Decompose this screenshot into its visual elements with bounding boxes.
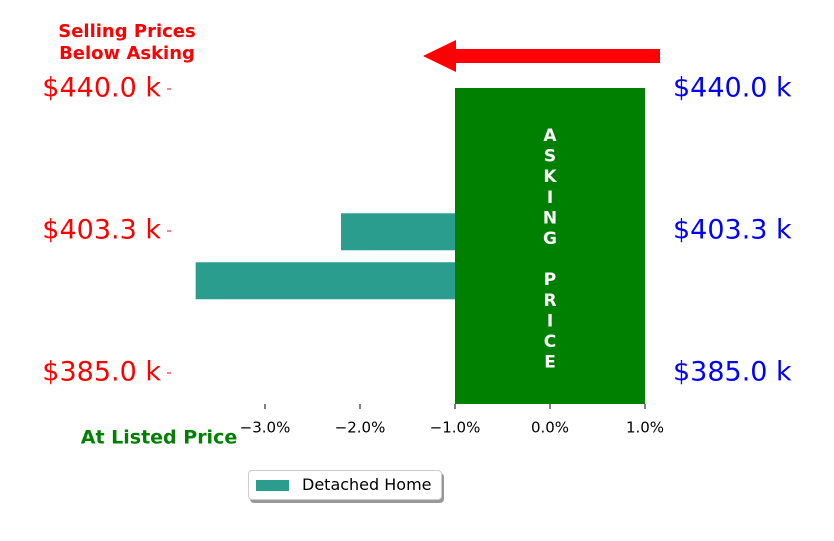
asking-price-letter: A xyxy=(543,126,557,146)
asking-price-letter: E xyxy=(544,353,556,373)
x-tick-label: −1.0% xyxy=(430,419,481,437)
y-tick-right-label: $440.0 k xyxy=(673,73,792,104)
asking-price-letter: P xyxy=(544,270,556,290)
y-tick-left-label: $403.3 k xyxy=(42,215,161,246)
y-tick-right-label: $403.3 k xyxy=(673,215,792,246)
asking-price-letter: K xyxy=(543,167,557,187)
y-tick-left-label: $440.0 k xyxy=(42,73,161,104)
legend-label-detached-home: Detached Home xyxy=(302,475,432,494)
asking-price-letter: C xyxy=(544,332,556,352)
y-tick-left-label: $385.0 k xyxy=(42,357,161,388)
annotation-below-asking: Selling Prices xyxy=(58,21,195,42)
annotation-below-asking: Below Asking xyxy=(59,43,195,64)
asking-price-letter: R xyxy=(543,291,556,311)
x-tick-label: −2.0% xyxy=(335,419,386,437)
bar-detached-home-1 xyxy=(341,213,455,251)
legend: Detached Home xyxy=(248,470,442,500)
annotation-at-listed-price: At Listed Price xyxy=(81,427,237,449)
legend-swatch-detached-home xyxy=(256,480,289,491)
asking-price-letter: S xyxy=(544,147,556,167)
y-tick-right-label: $385.0 k xyxy=(673,357,792,388)
x-tick-label: 1.0% xyxy=(626,419,664,437)
asking-price-letter: I xyxy=(547,188,553,208)
asking-price-letter: G xyxy=(543,229,557,249)
below-asking-arrow-icon xyxy=(423,40,660,72)
asking-price-band xyxy=(455,88,645,404)
x-tick-label: −3.0% xyxy=(240,419,291,437)
bar-detached-home-2 xyxy=(195,262,455,300)
asking-price-letter: N xyxy=(543,208,557,228)
x-tick-label: 0.0% xyxy=(531,419,569,437)
asking-price-letter: I xyxy=(547,311,553,331)
